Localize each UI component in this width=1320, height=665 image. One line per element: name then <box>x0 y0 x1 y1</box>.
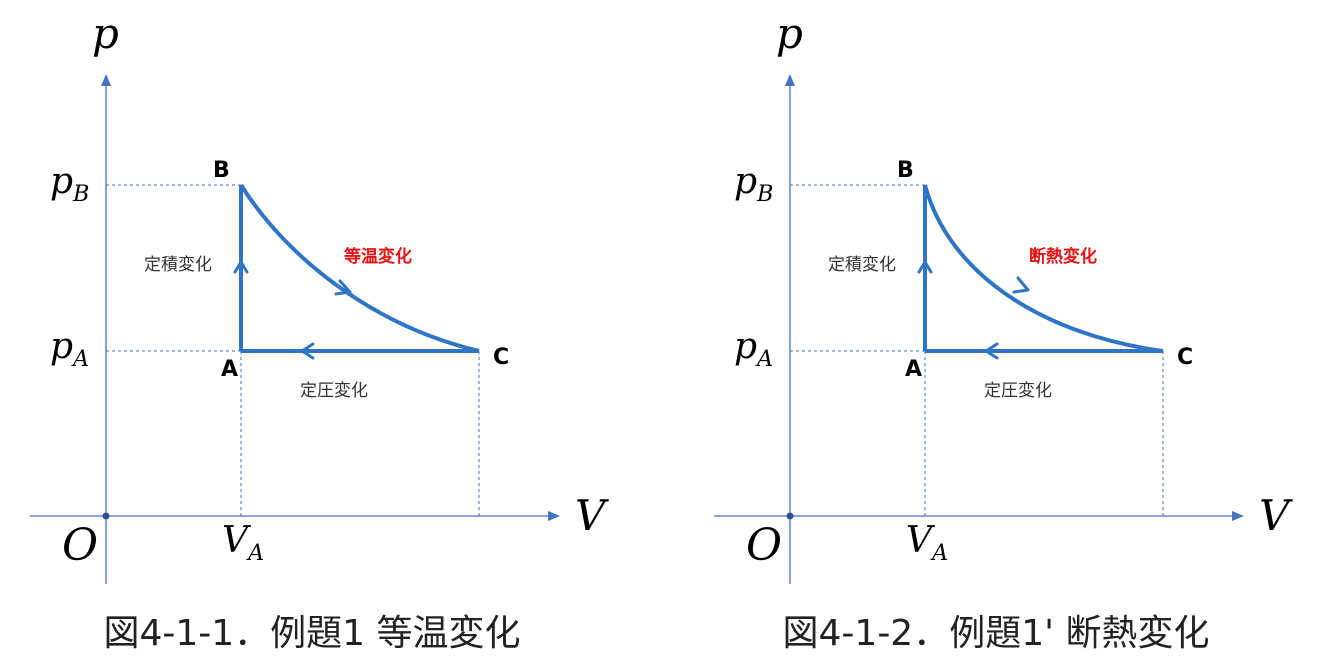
origin-dot <box>786 512 794 520</box>
curve-line <box>923 184 1164 353</box>
va-label-sub: A <box>246 540 264 566</box>
pb-label-sub: B <box>756 181 773 207</box>
point-b: B <box>897 158 914 183</box>
origin-dot <box>102 512 110 520</box>
arrow-head <box>1012 276 1030 294</box>
y-arrow <box>785 74 795 86</box>
pa-label: pA <box>50 326 89 372</box>
arrow-head <box>233 260 249 274</box>
axis-label-p: p <box>92 9 119 58</box>
axis-label-v: V <box>1259 491 1293 540</box>
pb-label-main: p <box>734 161 757 202</box>
process-label: 定積変化 <box>144 255 212 275</box>
origin-label: O <box>746 520 782 571</box>
pb-label-main: p <box>50 161 73 202</box>
pa-label: pA <box>734 326 773 372</box>
va-label: VA <box>906 520 948 566</box>
pa-label-sub: A <box>755 346 773 372</box>
arrow-head <box>917 260 933 274</box>
caption: 図4-1-1．例題1 等温変化 <box>103 613 520 654</box>
va-label-main: V <box>906 520 936 561</box>
process-label: 定圧変化 <box>984 381 1052 401</box>
origin-label: O <box>62 520 98 571</box>
point-c: C <box>1177 345 1193 370</box>
va-label-sub: A <box>930 540 948 566</box>
pa-label-sub: A <box>71 346 89 372</box>
arrow-head <box>300 342 315 360</box>
pb-label-sub: B <box>72 181 89 207</box>
pb-label: pB <box>734 161 773 207</box>
x-arrow <box>548 511 560 521</box>
curve-line <box>239 183 480 353</box>
process-label: 定積変化 <box>828 255 896 275</box>
point-a: A <box>221 357 238 382</box>
y-arrow <box>101 74 111 86</box>
process-label: 定圧変化 <box>300 381 368 401</box>
pb-label: pB <box>50 161 89 207</box>
point-c: C <box>493 345 509 370</box>
pa-label-main: p <box>50 326 73 367</box>
axis-label-p: p <box>776 9 803 58</box>
arrow-head <box>334 279 352 296</box>
point-b: B <box>213 158 230 183</box>
process-label: 断熱変化 <box>1029 246 1097 267</box>
axis-label-v: V <box>575 491 609 540</box>
x-arrow <box>1232 511 1244 521</box>
va-label-main: V <box>222 520 252 561</box>
pa-label-main: p <box>734 326 757 367</box>
point-a: A <box>905 357 922 382</box>
process-label: 等温変化 <box>344 246 412 267</box>
va-label: VA <box>222 520 264 566</box>
caption: 図4-1-2．例題1' 断熱変化 <box>783 613 1210 654</box>
arrow-head <box>984 342 999 360</box>
